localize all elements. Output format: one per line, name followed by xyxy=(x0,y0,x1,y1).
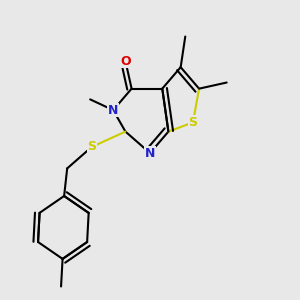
Text: N: N xyxy=(108,103,119,117)
Text: O: O xyxy=(120,55,131,68)
Text: S: S xyxy=(188,116,197,129)
Text: S: S xyxy=(87,140,96,153)
Text: N: N xyxy=(145,147,155,160)
